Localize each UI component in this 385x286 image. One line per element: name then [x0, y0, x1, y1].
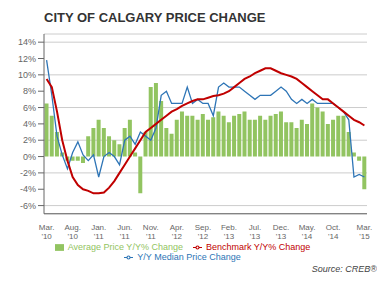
html-text:Benchmark Y/Y% Change: Benchmark Y/Y% Change — [205, 241, 311, 252]
svg-text:Jan.'11: Jan.'11 — [91, 223, 106, 241]
svg-text:-2%: -2% — [20, 168, 36, 178]
svg-text:Apr.'12: Apr.'12 — [170, 223, 184, 241]
svg-text:0%: 0% — [23, 152, 36, 162]
html-text:CITY OF CALGARY PRICE CHANGE: CITY OF CALGARY PRICE CHANGE — [44, 10, 266, 25]
html-text:Y/Y Median Price Change: Y/Y Median Price Change — [137, 251, 241, 262]
svg-text:10%: 10% — [18, 70, 36, 80]
svg-text:Mar.'15: Mar.'15 — [357, 223, 373, 241]
svg-text:Nov.'11: Nov.'11 — [143, 223, 159, 241]
svg-text:Mar.'10: Mar.'10 — [39, 223, 55, 241]
svg-text:Oct.'14: Oct.'14 — [326, 223, 341, 241]
svg-text:8%: 8% — [23, 86, 36, 96]
html-text:Source: CREB®: Source: CREB® — [311, 264, 377, 274]
svg-text:Feb.'13: Feb.'13 — [221, 223, 237, 241]
svg-text:Jul.'13: Jul.'13 — [249, 223, 261, 241]
svg-text:Sep.'12: Sep.'12 — [195, 223, 211, 241]
svg-text:Jun.'11: Jun.'11 — [117, 223, 132, 241]
svg-text:12%: 12% — [18, 54, 36, 64]
svg-text:-4%: -4% — [20, 184, 36, 194]
svg-text:Dec.'13: Dec.'13 — [273, 223, 289, 241]
svg-text:2%: 2% — [23, 135, 36, 145]
svg-text:6%: 6% — [23, 103, 36, 113]
svg-text:-6%: -6% — [20, 201, 36, 211]
svg-text:Aug.'10: Aug.'10 — [64, 223, 80, 241]
svg-text:4%: 4% — [23, 119, 36, 129]
html-text:Average Price Y/Y% Change: Average Price Y/Y% Change — [67, 241, 183, 252]
svg-text:14%: 14% — [18, 37, 36, 47]
svg-text:May.'14: May.'14 — [299, 223, 316, 241]
